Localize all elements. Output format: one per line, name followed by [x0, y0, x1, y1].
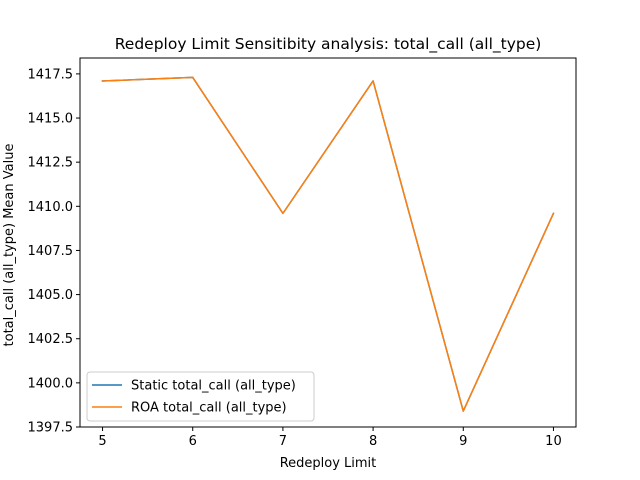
legend-label-0: Static total_call (all_type) — [131, 379, 296, 394]
axes-frame — [79, 57, 577, 428]
legend-label-1: ROA total_call (all_type) — [131, 401, 287, 416]
x-tick-label: 6 — [189, 434, 197, 449]
x-tick-label: 9 — [459, 434, 467, 449]
x-tick-label: 5 — [98, 434, 106, 449]
chart-title: Redeploy Limit Sensitibity analysis: tot… — [115, 35, 542, 54]
legend: Static total_call (all_type) ROA total_ca… — [86, 371, 315, 422]
legend-box — [86, 371, 315, 422]
y-tick-label: 1412.5 — [28, 156, 74, 171]
x-tick-label: 10 — [545, 434, 562, 449]
y-axis-label: total_call (all_type) Mean Value — [2, 144, 17, 347]
y-tick-label: 1417.5 — [28, 67, 74, 82]
y-tick-label: 1410.0 — [28, 200, 74, 215]
y-tick-label: 1405.0 — [28, 288, 74, 303]
y-tick-label: 1402.5 — [28, 332, 74, 347]
y-tick-label: 1400.0 — [28, 376, 74, 391]
series-line-1 — [101, 76, 555, 412]
y-tick-label: 1407.5 — [28, 244, 74, 259]
x-tick-label: 7 — [279, 434, 287, 449]
x-axis-label: Redeploy Limit — [280, 456, 377, 471]
x-tick-label: 8 — [369, 434, 377, 449]
y-tick-label: 1415.0 — [28, 112, 74, 127]
plot-area: 5 6 7 8 9 10 1397.5 1400.0 1402.5 1405.0 1407.5 141… — [28, 57, 577, 449]
y-tick-label: 1397.5 — [28, 421, 74, 436]
